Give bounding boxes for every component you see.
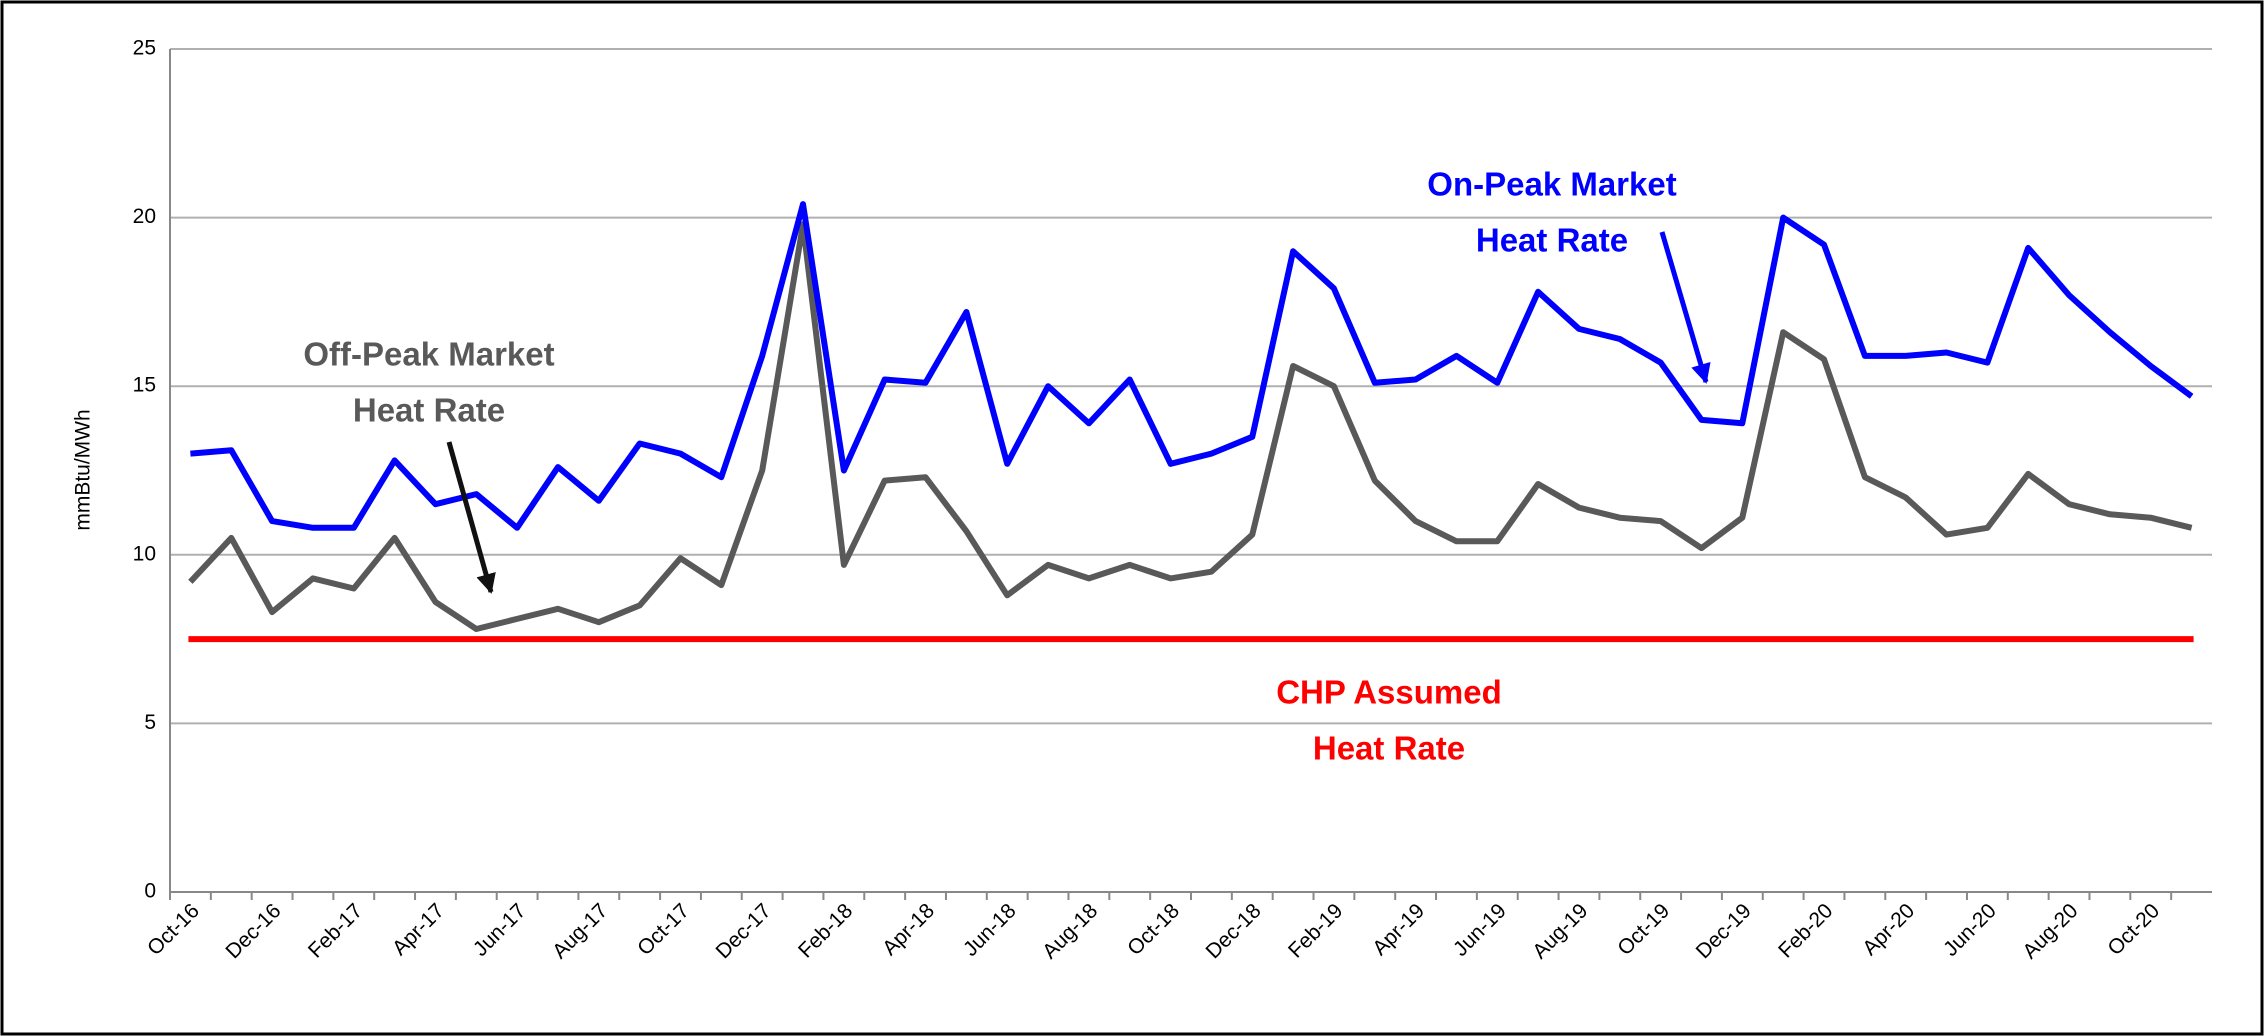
annotation: Heat Rate <box>1313 730 1465 767</box>
series-line <box>188 221 2193 632</box>
series-line <box>190 201 2194 531</box>
annotation-arrow <box>1659 231 1711 384</box>
y-axis-label: mmBtu/MWh <box>72 409 95 530</box>
annotation-arrow <box>446 441 496 594</box>
annotation: Heat Rate <box>1476 222 1628 259</box>
y-tick-label: 5 <box>144 711 156 734</box>
annotation: CHP Assumed <box>1276 674 1502 711</box>
y-tick-label: 15 <box>133 374 156 397</box>
y-tick-label: 10 <box>133 542 156 565</box>
y-tick-label: 20 <box>133 205 156 228</box>
annotation: Heat Rate <box>353 392 505 429</box>
annotation: Off-Peak Market <box>303 336 554 373</box>
y-tick-label: 25 <box>133 37 156 60</box>
annotation: On-Peak Market <box>1427 166 1676 203</box>
y-tick-label: 0 <box>144 880 156 903</box>
